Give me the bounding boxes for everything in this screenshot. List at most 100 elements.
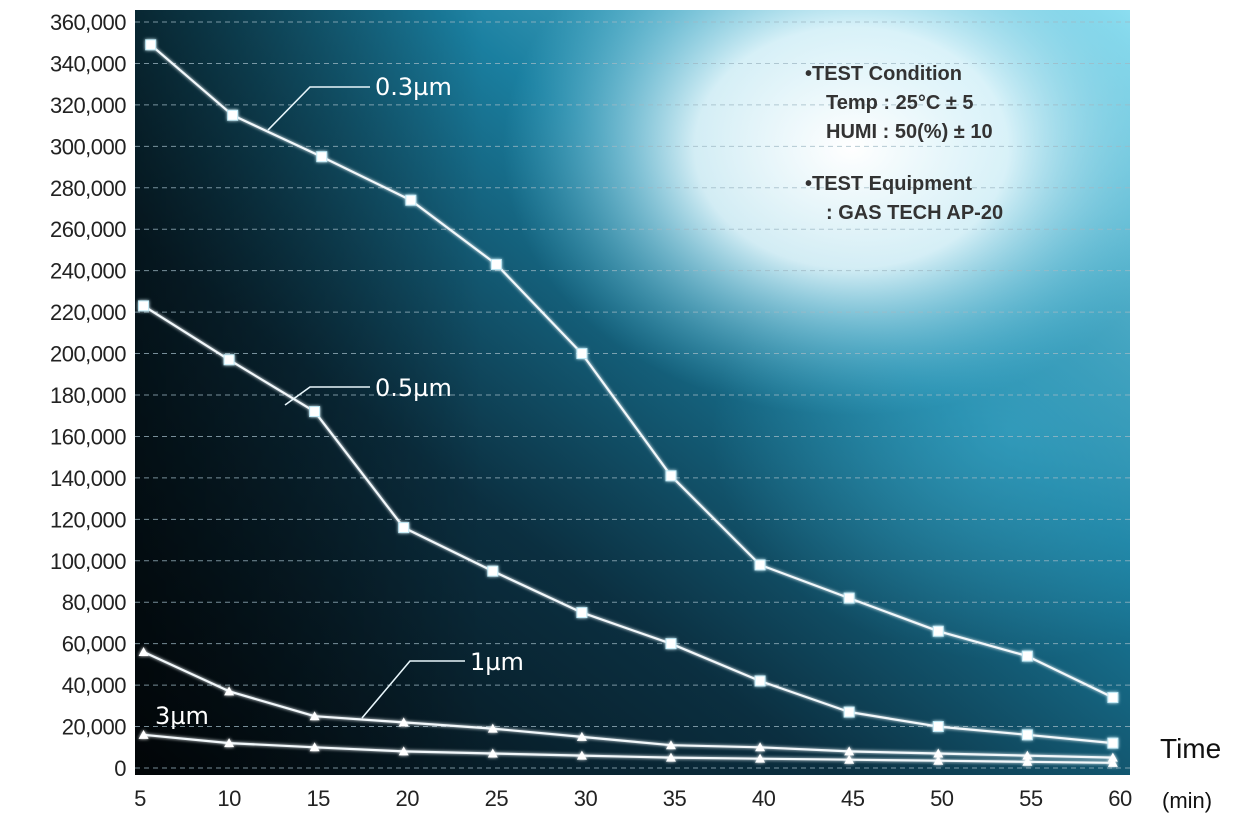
series-leader-line xyxy=(361,660,465,719)
data-point xyxy=(576,607,588,619)
data-point xyxy=(1107,692,1119,704)
data-point xyxy=(309,406,321,418)
series-label: 0.5µm xyxy=(375,374,452,402)
x-axis-ticks: 5 10 15 20 25 30 35 40 45 50 55 60 xyxy=(134,786,1132,811)
y-tick-label: 360,000 xyxy=(50,10,126,35)
data-point xyxy=(754,559,766,571)
data-point xyxy=(755,753,766,763)
series-leader-line xyxy=(284,386,370,406)
data-point xyxy=(138,729,149,739)
data-point xyxy=(1022,750,1033,760)
data-point xyxy=(224,738,235,748)
series-label: 1µm xyxy=(470,648,524,676)
x-tick-label: 25 xyxy=(485,786,509,811)
series-label: 0.3µm xyxy=(375,73,452,101)
x-tick-label: 35 xyxy=(663,786,687,811)
data-point xyxy=(398,717,409,727)
y-tick-label: 120,000 xyxy=(50,507,126,532)
series-line xyxy=(143,733,1113,764)
data-point xyxy=(843,592,855,604)
plot-background xyxy=(135,10,1130,775)
test-equipment-title: •TEST Equipment xyxy=(805,173,972,195)
y-tick-label: 320,000 xyxy=(50,93,126,118)
data-point xyxy=(224,686,235,696)
x-tick-label: 50 xyxy=(930,786,954,811)
series-label: 3µm xyxy=(155,702,209,730)
x-axis-unit: (min) xyxy=(1162,788,1212,813)
y-tick-label: 180,000 xyxy=(50,383,126,408)
data-point xyxy=(487,723,498,733)
test-notes: •TEST Condition Temp : 25°C ± 5 HUMI : 5… xyxy=(805,63,1003,224)
data-point xyxy=(487,748,498,758)
data-point xyxy=(1107,752,1118,762)
x-tick-label: 15 xyxy=(306,786,330,811)
data-point xyxy=(844,754,855,764)
data-point xyxy=(665,638,677,650)
data-point xyxy=(223,354,235,366)
series-labels: 0.3µm 0.5µm 1µm 3µm xyxy=(155,73,524,730)
y-tick-label: 100,000 xyxy=(50,549,126,574)
data-point xyxy=(576,731,587,741)
y-tick-label: 240,000 xyxy=(50,259,126,284)
series-line xyxy=(149,43,1114,699)
y-tick-label: 80,000 xyxy=(62,590,127,615)
data-point xyxy=(755,742,766,752)
series-line xyxy=(143,304,1114,745)
data-point xyxy=(665,740,676,750)
data-point xyxy=(844,746,855,756)
data-point xyxy=(1107,737,1119,749)
y-tick-label: 40,000 xyxy=(62,673,127,698)
data-point xyxy=(490,258,502,270)
x-tick-label: 30 xyxy=(574,786,598,811)
y-tick-label: 220,000 xyxy=(50,300,126,325)
data-point xyxy=(1107,757,1118,767)
series-lines xyxy=(138,39,1119,767)
data-point xyxy=(316,151,328,163)
data-point xyxy=(145,39,157,51)
y-tick-label: 0 xyxy=(114,756,126,781)
data-point xyxy=(843,706,855,718)
test-condition-title: •TEST Condition xyxy=(805,63,962,85)
y-tick-label: 160,000 xyxy=(50,424,126,449)
x-tick-label: 10 xyxy=(217,786,241,811)
y-tick-label: 20,000 xyxy=(62,715,127,740)
y-tick-label: 140,000 xyxy=(50,466,126,491)
data-point xyxy=(138,646,149,656)
series-leader-line xyxy=(267,86,370,131)
data-point xyxy=(576,348,588,360)
data-point xyxy=(398,746,409,756)
x-tick-label: 45 xyxy=(841,786,865,811)
data-point xyxy=(1022,756,1033,766)
x-tick-label: 20 xyxy=(396,786,420,811)
data-point xyxy=(665,470,677,482)
x-tick-label: 60 xyxy=(1108,786,1132,811)
data-point xyxy=(309,742,320,752)
data-point xyxy=(665,752,676,762)
data-point xyxy=(487,565,499,577)
data-point xyxy=(932,625,944,637)
data-point xyxy=(398,522,410,534)
test-condition-humi: HUMI : 50(%) ± 10 xyxy=(826,121,993,143)
y-tick-label: 300,000 xyxy=(50,134,126,159)
y-tick-label: 60,000 xyxy=(62,632,127,657)
data-point xyxy=(933,755,944,765)
y-tick-label: 260,000 xyxy=(50,217,126,242)
series-line xyxy=(143,651,1113,759)
test-condition-temp: Temp : 25°C ± 5 xyxy=(826,92,974,114)
data-point xyxy=(932,721,944,733)
x-axis-label: Time xyxy=(1160,733,1221,764)
x-tick-label: 55 xyxy=(1019,786,1043,811)
data-point xyxy=(227,109,239,121)
data-point xyxy=(754,675,766,687)
y-tick-label: 200,000 xyxy=(50,342,126,367)
x-tick-label: 5 xyxy=(134,786,146,811)
data-point xyxy=(309,711,320,721)
data-point xyxy=(933,748,944,758)
test-equipment-value: : GAS TECH AP-20 xyxy=(826,202,1003,224)
y-tick-label: 340,000 xyxy=(50,51,126,76)
grid-lines xyxy=(135,21,1130,769)
data-point xyxy=(405,194,417,206)
y-axis-ticks: 0 20,000 40,000 60,000 80,000 100,000 120,000 1… xyxy=(50,10,127,781)
data-point xyxy=(138,300,150,312)
